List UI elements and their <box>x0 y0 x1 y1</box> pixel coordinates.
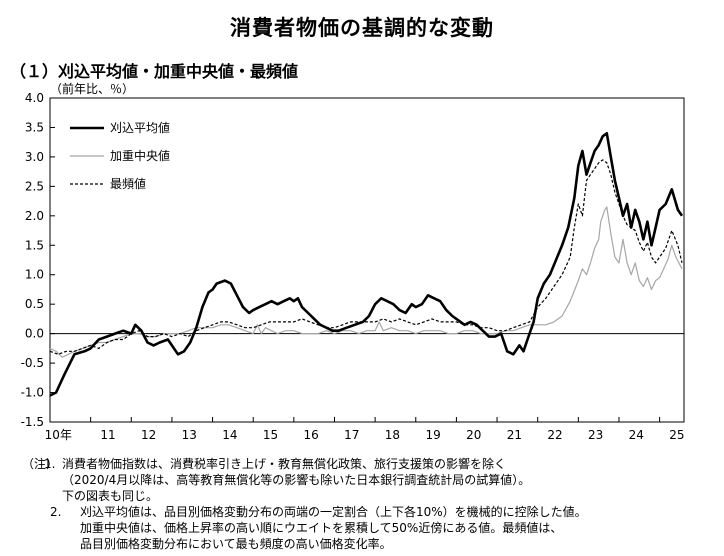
legend-label-2: 加重中央値 <box>110 148 170 163</box>
series-line-3 <box>49 159 683 355</box>
chart-axes <box>49 97 685 423</box>
x-tick-label: 14 <box>222 428 237 442</box>
x-tick-label: 22 <box>547 428 562 442</box>
x-tick-label: 25 <box>669 428 684 442</box>
x-tick-label: 10年 <box>45 428 72 442</box>
x-tick-label: 20 <box>466 428 481 442</box>
y-tick-label: 4.0 <box>25 91 44 105</box>
series-line-2 <box>49 206 683 358</box>
x-tick-label: 19 <box>425 428 440 442</box>
y-tick-label: 2.5 <box>25 179 44 193</box>
x-tick-label: 15 <box>263 428 278 442</box>
note-line: 加重中央値は、価格上昇率の高い順にウエイトを累積して50%近傍にある値。最頻値は… <box>80 521 563 535</box>
x-tick-label: 24 <box>629 428 644 442</box>
x-tick-label: 16 <box>304 428 319 442</box>
y-tick-label: -0.5 <box>21 356 44 370</box>
note-line: 品目別価格変動分布において最も頻度の高い価格変化率。 <box>80 537 392 551</box>
y-tick-label: -1.5 <box>21 415 44 429</box>
x-tick-label: 21 <box>507 428 522 442</box>
note-number: 2. <box>50 505 62 519</box>
chart-notes: （注） 1. 消費者物価指数は、消費税率引き上げ・教育無償化政策、旅行支援策の影響を… <box>22 456 722 552</box>
chart-title: 消費者物価の基調的な変動 <box>230 16 494 40</box>
series-line-1 <box>49 132 684 397</box>
y-tick-label: 3.5 <box>25 120 44 134</box>
y-tick-label: 1.0 <box>25 268 44 282</box>
note-item: （注） 1. 消費者物価指数は、消費税率引き上げ・教育無償化政策、旅行支援策の影響を… <box>22 456 722 504</box>
note-label: （注） <box>22 457 59 471</box>
x-tick-label: 13 <box>182 428 197 442</box>
note-line: （2020/4月以降は、高等教育無償化等の影響も除いた日本銀行調査統計局の試算値… <box>62 473 531 487</box>
legend-label-1: 刈込平均値 <box>110 120 170 135</box>
y-axis-ticks: 4.0 3.5 3.0 2.5 2.0 1.5 1.0 0.5 0.0 -0.5 -1.0 -1.5 <box>21 91 55 429</box>
note-number: 1. <box>44 457 56 471</box>
x-tick-label: 23 <box>588 428 603 442</box>
note-item: 2. 刈込平均値は、品目別価格変動分布の両端の一定割合（上下各10%）を機械的に控… <box>22 504 722 552</box>
x-tick-label: 17 <box>344 428 359 442</box>
chart-subtitle: （１）刈込平均値・加重中央値・最頻値 <box>10 62 299 81</box>
y-tick-label: 0.5 <box>25 297 44 311</box>
y-tick-label: 2.0 <box>25 209 44 223</box>
x-tick-label: 12 <box>141 428 156 442</box>
note-line: 刈込平均値は、品目別価格変動分布の両端の一定割合（上下各10%）を機械的に控除し… <box>80 505 587 519</box>
y-tick-label: 0.0 <box>25 327 44 341</box>
y-tick-label: 1.5 <box>25 238 44 252</box>
x-tick-label: 11 <box>100 428 115 442</box>
note-line: 消費者物価指数は、消費税率引き上げ・教育無償化政策、旅行支援策の影響を除く <box>62 457 507 471</box>
note-line: 下の図表も同じ。 <box>62 489 159 503</box>
y-tick-label: -1.0 <box>21 386 44 400</box>
y-axis-unit-label: （前年比、％） <box>50 82 135 96</box>
line-chart: 4.03.53.02.52.01.51.00.50.0-0.5-1.0-1.5 … <box>21 91 685 442</box>
y-tick-label: 3.0 <box>25 150 44 164</box>
x-axis-ticks: 10年 11 12 13 14 15 16 17 18 19 20 21 22 23 24 25 <box>45 417 685 442</box>
legend-label-3: 最頻値 <box>110 176 146 191</box>
chart-series <box>49 132 684 397</box>
x-tick-label: 18 <box>385 428 400 442</box>
plot-frame <box>49 97 685 423</box>
